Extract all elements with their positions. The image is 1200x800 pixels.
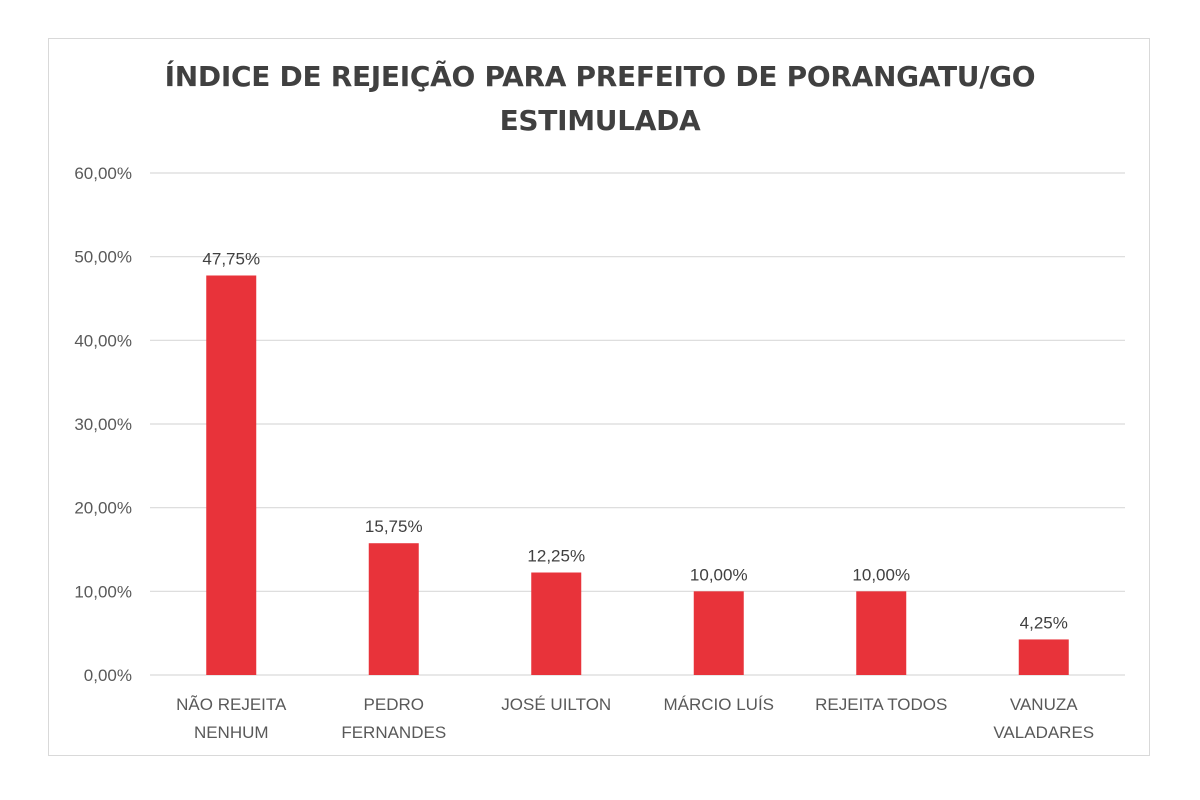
data-labels: 47,75% 15,75% 12,25% 10,00% 10,00% 4,25% (202, 249, 1067, 632)
data-label: 10,00% (852, 565, 910, 584)
bar (693, 591, 744, 675)
bars (206, 275, 1069, 675)
category-label: MÁRCIO LUÍS (663, 695, 774, 714)
data-label: 4,25% (1020, 613, 1068, 632)
y-tick-label: 30,00% (74, 415, 132, 434)
bar (856, 591, 907, 675)
data-label: 15,75% (365, 517, 423, 536)
data-label: 47,75% (202, 249, 260, 268)
category-label: FERNANDES (341, 723, 446, 742)
bar (368, 543, 419, 675)
chart-title-line-1: ÍNDICE DE REJEIÇÃO PARA PREFEITO DE PORA… (164, 60, 1036, 93)
category-label: VALADARES (993, 723, 1094, 742)
category-label: VANUZA (1010, 695, 1078, 714)
data-label: 12,25% (527, 547, 585, 566)
category-labels: NÃO REJEITA NENHUM PEDRO FERNANDES JOSÉ UILT… (176, 695, 1094, 742)
chart-title-line-2: ESTIMULADA (499, 104, 701, 137)
y-axis-tick-labels: 0,00% 10,00% 20,00% 30,00% 40,00% 50,00% 60,00… (74, 164, 132, 685)
category-label: REJEITA TODOS (815, 695, 947, 714)
gridlines (150, 172, 1125, 676)
category-label: NENHUM (194, 723, 269, 742)
category-label: PEDRO (364, 695, 424, 714)
y-tick-label: 50,00% (74, 248, 132, 267)
bar (1018, 639, 1069, 675)
y-tick-label: 60,00% (74, 164, 132, 183)
y-tick-label: 10,00% (74, 582, 132, 601)
category-label: JOSÉ UILTON (501, 695, 611, 714)
y-tick-label: 20,00% (74, 499, 132, 518)
bar (531, 572, 582, 675)
data-label: 10,00% (690, 565, 748, 584)
category-label: NÃO REJEITA (176, 695, 287, 714)
y-tick-label: 40,00% (74, 331, 132, 350)
bar (206, 275, 257, 675)
y-tick-label: 0,00% (84, 666, 132, 685)
